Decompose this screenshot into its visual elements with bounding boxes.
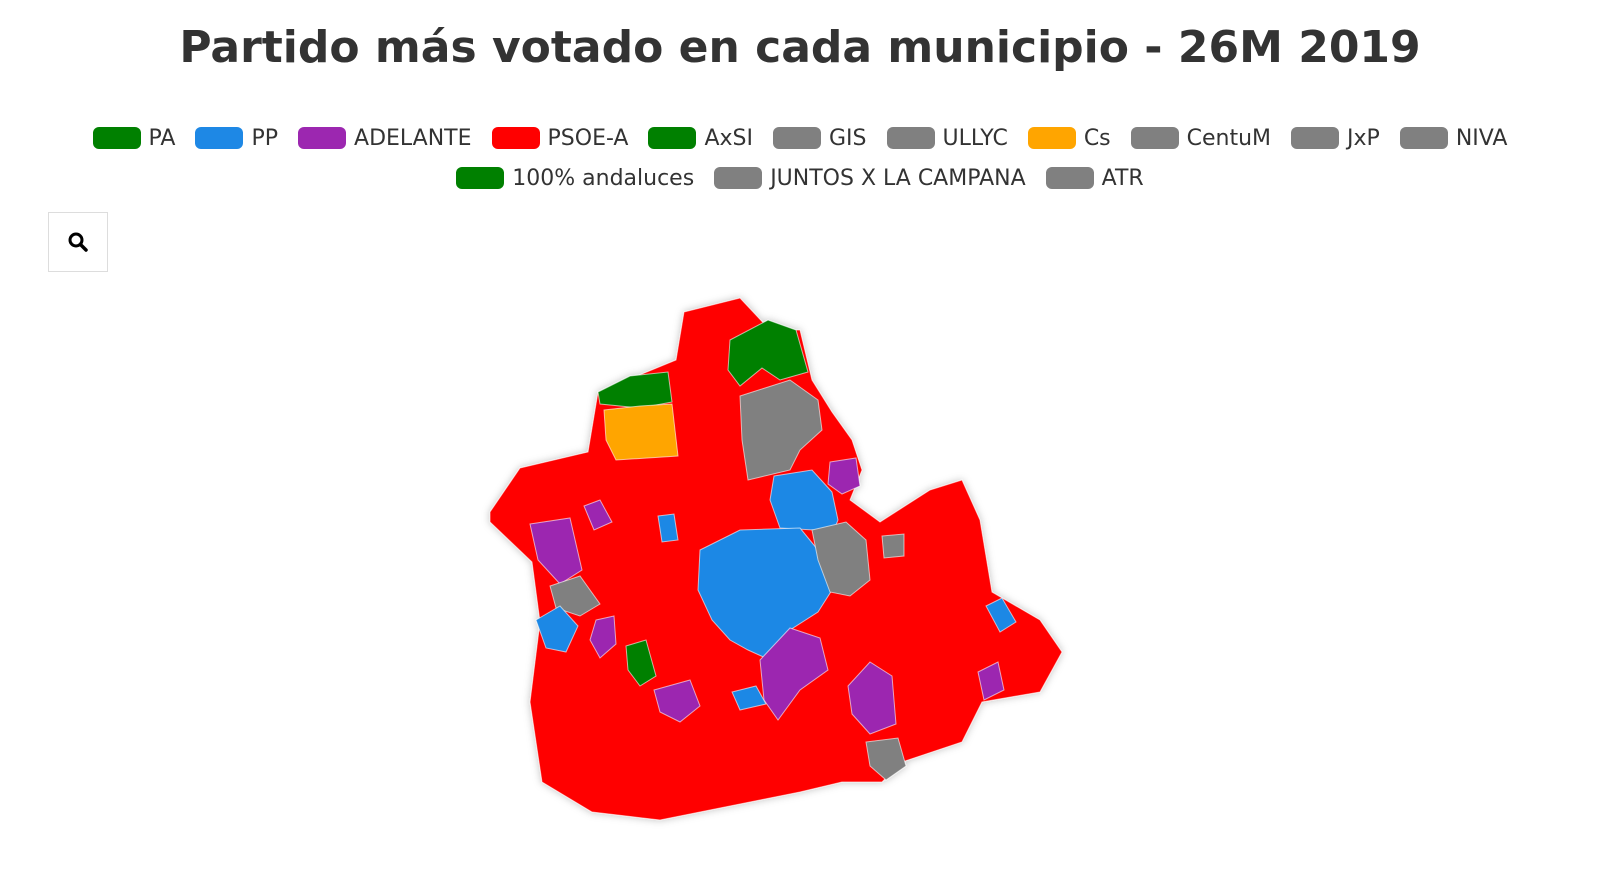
region[interactable] — [731, 685, 767, 711]
legend-swatch — [1027, 127, 1076, 149]
legend-label: ADELANTE — [354, 125, 472, 151]
legend-item[interactable]: JxP — [1291, 124, 1380, 152]
legend-label: GIS — [829, 125, 867, 151]
region[interactable] — [583, 499, 613, 531]
legend-label: JUNTOS X LA CAMPANA — [770, 165, 1026, 191]
legend-swatch — [195, 127, 244, 149]
region[interactable] — [769, 469, 839, 541]
title: Partido más votado en cada municipio - 2… — [179, 22, 1421, 73]
legend: PA PP ADELANTE PSOE-A AxSI GIS ULLYC Cs CentuM Jx… — [50, 124, 1550, 192]
legend-swatch — [456, 167, 505, 189]
legend-swatch — [491, 127, 540, 149]
legend-item[interactable]: AxSI — [648, 124, 753, 152]
legend-item[interactable]: PSOE-A — [491, 124, 629, 152]
legend-swatch — [886, 127, 935, 149]
legend-item[interactable]: PP — [195, 124, 278, 152]
region[interactable] — [811, 521, 871, 597]
legend-item[interactable]: ULLYC — [886, 124, 1008, 152]
legend-swatch — [1045, 167, 1094, 189]
region[interactable] — [865, 737, 907, 781]
region[interactable] — [653, 679, 701, 723]
region[interactable] — [881, 533, 905, 559]
legend-item[interactable]: PA — [92, 124, 176, 152]
region[interactable] — [697, 527, 833, 661]
legend-label: 100% andaluces — [512, 165, 695, 191]
legend-item[interactable]: GIS — [773, 124, 867, 152]
legend-item[interactable]: ADELANTE — [298, 124, 472, 152]
region[interactable] — [535, 605, 579, 653]
legend-label: PSOE-A — [547, 125, 629, 151]
legend-item[interactable]: CentuM — [1130, 124, 1272, 152]
search-icon — [68, 232, 88, 252]
region[interactable] — [977, 661, 1005, 701]
region[interactable] — [759, 627, 829, 721]
legend-label: JxP — [1347, 125, 1380, 151]
region[interactable] — [985, 597, 1017, 633]
region[interactable] — [827, 457, 861, 495]
region[interactable] — [847, 661, 897, 735]
legend-label: AxSI — [704, 125, 753, 151]
legend-swatch — [1130, 127, 1179, 149]
region[interactable] — [603, 403, 679, 461]
legend-swatch — [1291, 127, 1340, 149]
legend-item[interactable]: NIVA — [1399, 124, 1508, 152]
legend-item[interactable]: JUNTOS X LA CAMPANA — [714, 164, 1026, 192]
region[interactable] — [739, 379, 823, 481]
legend-swatch — [648, 127, 697, 149]
region[interactable] — [529, 517, 583, 585]
search-button[interactable] — [48, 212, 108, 272]
region[interactable] — [657, 513, 679, 543]
legend-swatch — [773, 127, 821, 149]
legend-label: PP — [251, 125, 279, 151]
legend-swatch — [1399, 127, 1448, 149]
legend-item[interactable]: Cs — [1027, 124, 1111, 152]
legend-label: CentuM — [1186, 125, 1272, 151]
legend-swatch — [298, 127, 347, 149]
region[interactable] — [489, 297, 1063, 821]
legend-label: Cs — [1083, 125, 1111, 151]
legend-label: NIVA — [1455, 125, 1508, 151]
legend-item[interactable]: ATR — [1045, 164, 1144, 192]
legend-label: ULLYC — [942, 125, 1008, 151]
legend-item[interactable]: 100% andaluces — [456, 164, 694, 192]
legend-swatch — [92, 127, 141, 149]
legend-label: PA — [148, 125, 176, 151]
legend-swatch — [714, 167, 763, 189]
region[interactable] — [597, 371, 673, 409]
region[interactable] — [625, 639, 657, 687]
legend-label: ATR — [1101, 165, 1144, 191]
region[interactable] — [727, 319, 809, 387]
region[interactable] — [549, 575, 601, 617]
region[interactable] — [589, 615, 617, 659]
